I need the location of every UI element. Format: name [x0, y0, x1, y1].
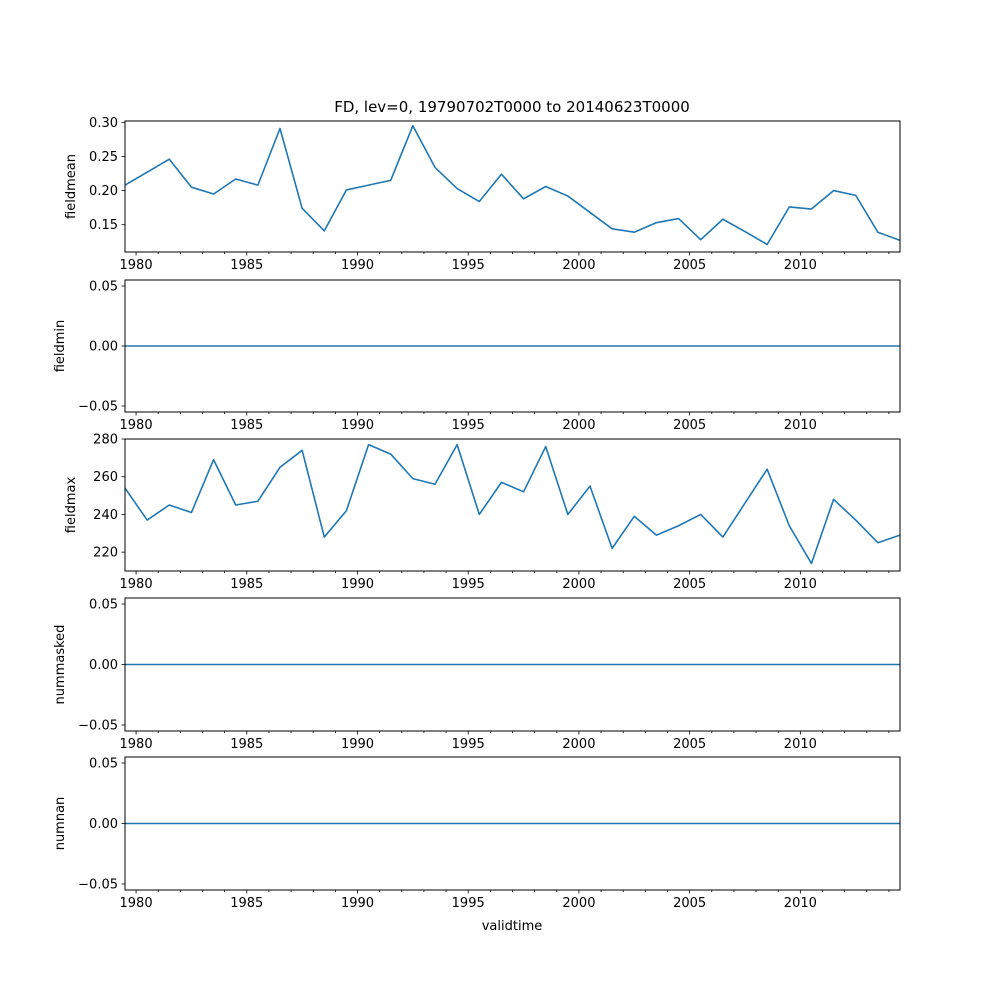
fieldmin-x-tick-label-1990: 1990 [341, 418, 374, 433]
subplot-numnan: 1980 1985 1990 1995 2000 2005 2010 −0.05 0.00 0.0… [53, 756, 901, 911]
nummasked-x-tick-label-2010: 2010 [784, 737, 817, 752]
fieldmax-x-tick-label-1980: 1980 [120, 577, 153, 592]
fieldmean-x-tick-label-1995: 1995 [452, 258, 485, 273]
numnan-y-tick-label-2: 0.05 [89, 757, 118, 772]
subplot-nummasked: 1980 1985 1990 1995 2000 2005 2010 −0.05 0.00 0.0… [53, 597, 901, 752]
fieldmin-x-tick-label-2010: 2010 [784, 418, 817, 433]
fieldmax-x-tick-label-2005: 2005 [673, 577, 706, 592]
fieldmean-x-tick-label-1990: 1990 [341, 258, 374, 273]
fieldmin-x-tick-label-2005: 2005 [673, 418, 706, 433]
subplot-fieldmax: 1980 1985 1990 1995 2000 2005 2010 220 240 260 280… [64, 433, 901, 592]
fieldmean-y-tick-label-0: 0.15 [89, 218, 118, 233]
nummasked-x-tick-label-1995: 1995 [452, 737, 485, 752]
numnan-x-tick-label-1995: 1995 [452, 896, 485, 911]
fieldmax-series-line [124, 443, 901, 565]
fieldmin-y-tick-label-2: 0.05 [89, 280, 118, 295]
fieldmean-x-tick-label-2005: 2005 [673, 258, 706, 273]
nummasked-y-tick-label-2: 0.05 [89, 598, 118, 613]
numnan-y-tick-label-0: −0.05 [78, 877, 118, 892]
fieldmean-y-tick-label-2: 0.25 [89, 150, 118, 165]
fieldmin-y-tick-label-1: 0.00 [89, 340, 118, 355]
fieldmean-y-tick-label-3: 0.30 [89, 116, 118, 131]
fieldmax-y-axis-label: fieldmax [64, 477, 79, 534]
fieldmean-x-tick-label-2000: 2000 [562, 258, 595, 273]
fieldmax-x-tick-label-2000: 2000 [562, 577, 595, 592]
subplot-panels: 1980 1985 1990 1995 2000 2005 2010 0.15 0.20 0.25… [53, 116, 901, 911]
fieldmin-x-tick-label-1980: 1980 [120, 418, 153, 433]
nummasked-x-tick-label-2005: 2005 [673, 737, 706, 752]
nummasked-x-tick-label-2000: 2000 [562, 737, 595, 752]
nummasked-x-tick-label-1985: 1985 [230, 737, 263, 752]
fieldmin-x-tick-label-2000: 2000 [562, 418, 595, 433]
fieldmax-y-tick-label-0: 220 [93, 546, 118, 561]
fieldmin-x-tick-label-1995: 1995 [452, 418, 485, 433]
subplot-fieldmean: 1980 1985 1990 1995 2000 2005 2010 0.15 0.20 0.25… [64, 116, 901, 273]
numnan-x-tick-label-1985: 1985 [230, 896, 263, 911]
x-axis-label: validtime [482, 919, 543, 934]
fieldmax-y-tick-label-2: 260 [93, 470, 118, 485]
numnan-x-tick-label-2010: 2010 [784, 896, 817, 911]
nummasked-x-tick-label-1980: 1980 [120, 737, 153, 752]
nummasked-y-tick-label-0: −0.05 [78, 718, 118, 733]
numnan-y-axis-label: numnan [53, 797, 68, 851]
numnan-y-tick-label-1: 0.00 [89, 817, 118, 832]
fieldmin-x-tick-label-1985: 1985 [230, 418, 263, 433]
numnan-x-tick-label-2005: 2005 [673, 896, 706, 911]
fieldmax-x-tick-label-1995: 1995 [452, 577, 485, 592]
nummasked-y-tick-label-1: 0.00 [89, 658, 118, 673]
fieldmax-y-tick-label-1: 240 [93, 508, 118, 523]
numnan-x-tick-label-1990: 1990 [341, 896, 374, 911]
fieldmean-x-tick-label-1985: 1985 [230, 258, 263, 273]
figure-title: FD, lev=0, 19790702T0000 to 20140623T000… [334, 98, 690, 116]
nummasked-x-tick-label-1990: 1990 [341, 737, 374, 752]
numnan-x-tick-label-2000: 2000 [562, 896, 595, 911]
fieldmean-series-line [124, 124, 901, 246]
fieldmax-x-tick-label-2010: 2010 [784, 577, 817, 592]
fieldmin-y-tick-label-0: −0.05 [78, 400, 118, 415]
fieldmin-y-axis-label: fieldmin [53, 320, 68, 373]
numnan-x-tick-label-1980: 1980 [120, 896, 153, 911]
nummasked-y-axis-label: nummasked [53, 625, 68, 705]
fieldmax-y-tick-label-3: 280 [93, 433, 118, 448]
fieldmax-x-tick-label-1990: 1990 [341, 577, 374, 592]
subplot-fieldmin: 1980 1985 1990 1995 2000 2005 2010 −0.05 0.00 0.0… [53, 279, 901, 433]
fieldmean-y-axis-label: fieldmean [64, 154, 79, 219]
fieldmean-y-tick-label-1: 0.20 [89, 184, 118, 199]
fieldmean-x-tick-label-2010: 2010 [784, 258, 817, 273]
fieldmax-x-tick-label-1985: 1985 [230, 577, 263, 592]
fieldmean-x-tick-label-1980: 1980 [120, 258, 153, 273]
